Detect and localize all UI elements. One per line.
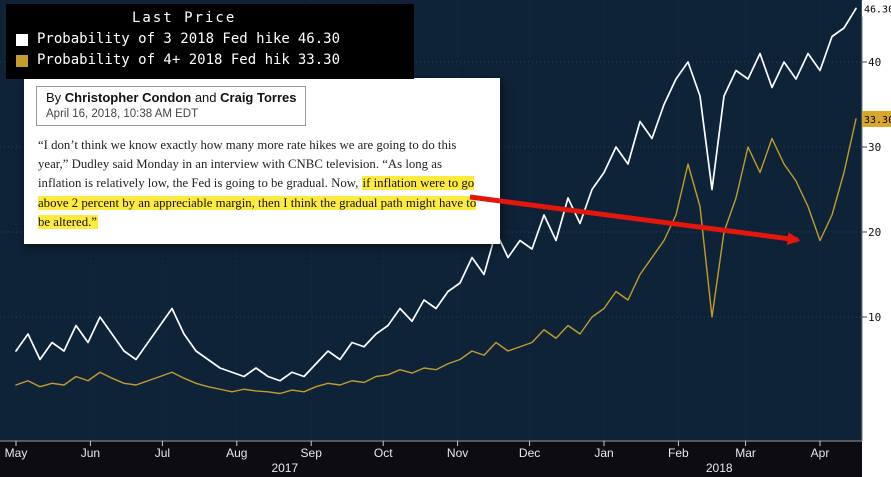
last-price-badge-white <box>862 0 891 17</box>
x-axis-year: 2018 <box>706 461 733 475</box>
legend-item-3-hikes: Probability of 3 2018 Fed hike 46.30 <box>16 29 398 50</box>
legend-title: Last Price <box>132 10 237 26</box>
x-axis-month: Sep <box>301 446 323 460</box>
x-axis-month: Apr <box>811 446 830 460</box>
last-price-badge-yellow <box>862 110 891 127</box>
news-excerpt-panel: By Christopher Condon and Craig Torres A… <box>24 78 500 244</box>
article-quote: “I don’t think we know exactly how many … <box>38 136 486 232</box>
y-axis-label: 30 <box>868 141 881 154</box>
white-series-swatch <box>16 33 28 46</box>
x-axis-month: Oct <box>374 446 393 460</box>
quote-text: “I don’t think we know exactly how many … <box>38 138 457 191</box>
x-axis-month: Nov <box>447 446 468 460</box>
y-axis-label: 40 <box>868 56 881 69</box>
legend: Last Price Probability of 3 2018 Fed hik… <box>6 4 414 79</box>
y-axis-label: 20 <box>868 226 881 239</box>
series-4plus-hikes <box>15 118 857 395</box>
x-axis-month: Mar <box>735 446 756 460</box>
x-axis-month: Jun <box>81 446 100 460</box>
x-axis-month: May <box>5 446 28 460</box>
last-price-badge-text: 46.30 <box>864 4 891 15</box>
legend-item-4plus-hikes: Probability of 4+ 2018 Fed hik 33.30 <box>16 50 398 71</box>
legend-label: Probability of 3 2018 Fed hike <box>37 31 290 47</box>
legend-value: 46.30 <box>297 31 341 47</box>
byline: By Christopher Condon and Craig Torres <box>46 90 296 105</box>
legend-value: 33.30 <box>297 52 341 68</box>
x-axis-strip <box>0 441 862 477</box>
y-axis-label: 10 <box>868 311 881 324</box>
x-axis-month: Feb <box>668 446 689 460</box>
byline-prefix: By <box>46 90 62 105</box>
x-axis-month: Aug <box>226 446 247 460</box>
series-3-hikes <box>15 7 857 382</box>
byline-connector: and <box>194 90 217 105</box>
last-price-badge-text: 33.30 <box>864 115 891 126</box>
article-date: April 16, 2018, 10:38 AM EDT <box>46 108 199 120</box>
author-2: Craig Torres <box>220 90 297 105</box>
x-axis-month: Dec <box>519 446 540 460</box>
y-axis-strip <box>862 0 891 477</box>
x-axis-year: 2017 <box>271 461 298 475</box>
x-axis-month: Jan <box>594 446 613 460</box>
byline-box: By Christopher Condon and Craig Torres A… <box>36 86 307 126</box>
legend-label: Probability of 4+ 2018 Fed hik <box>37 52 290 68</box>
author-1: Christopher Condon <box>64 90 192 105</box>
x-axis-month: Jul <box>155 446 170 460</box>
yellow-series-swatch <box>16 54 28 67</box>
